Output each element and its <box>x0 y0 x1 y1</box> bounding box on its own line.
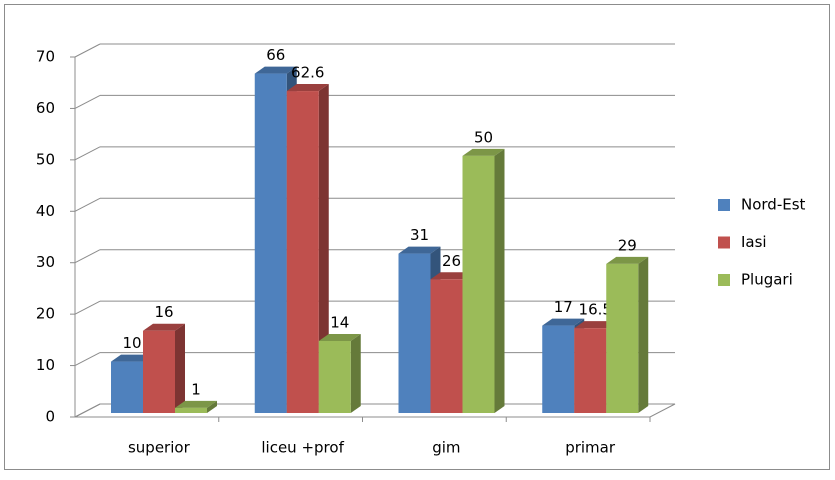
bar <box>430 279 463 413</box>
grid-slant <box>74 249 101 264</box>
grid-slant <box>74 300 101 315</box>
legend-label: Nord-Est <box>741 196 806 214</box>
bar <box>111 361 143 413</box>
grid-slant <box>74 352 101 367</box>
bar <box>175 407 207 413</box>
bar-top <box>542 318 585 326</box>
bar-top <box>574 321 617 329</box>
bar-side <box>494 148 505 413</box>
bar-side <box>350 334 361 413</box>
y-tick-label: 60 <box>36 99 55 117</box>
bar <box>606 263 639 413</box>
grid-slant <box>74 403 101 418</box>
y-tick-label: 40 <box>36 202 55 220</box>
bar <box>462 155 495 413</box>
bar-top <box>462 148 505 156</box>
bar-top <box>606 256 649 264</box>
bar <box>254 73 287 414</box>
grid-slant <box>74 43 101 58</box>
bar <box>398 253 431 413</box>
y-tick-label: 70 <box>36 48 55 66</box>
x-tick-label: primar <box>565 439 616 457</box>
y-tick-label: 20 <box>36 305 55 323</box>
value-label: 16 <box>154 303 173 321</box>
y-tick-label: 10 <box>36 356 55 374</box>
bar <box>143 330 175 413</box>
bar <box>318 341 351 413</box>
grid-slant <box>74 94 101 109</box>
x-tick-label: gim <box>432 439 460 457</box>
bar-top <box>430 272 473 280</box>
bar <box>574 328 607 413</box>
bar-side <box>318 84 329 414</box>
grid-slant <box>74 197 101 212</box>
value-label: 31 <box>410 226 429 244</box>
bar-side <box>638 256 649 413</box>
value-label: 10 <box>122 334 141 352</box>
bar-side <box>207 400 217 413</box>
legend-swatch <box>718 274 730 286</box>
bar-top <box>398 246 441 254</box>
y-tick-label: 50 <box>36 150 55 168</box>
value-label: 17 <box>554 298 573 316</box>
grid-slant <box>74 146 101 161</box>
value-label: 26 <box>442 252 461 270</box>
value-label: 16.5 <box>579 301 612 319</box>
bar-top <box>143 323 185 331</box>
value-label: 66 <box>266 46 285 64</box>
bar-top <box>254 66 297 74</box>
bar-top <box>175 400 217 408</box>
legend-swatch <box>718 199 730 211</box>
y-tick-label: 30 <box>36 253 55 271</box>
bar <box>286 91 319 414</box>
legend-label: Iasi <box>741 233 767 251</box>
legend-swatch <box>718 236 730 249</box>
x-tick-label: superior <box>128 439 191 457</box>
value-label: 1 <box>191 380 201 398</box>
y-tick-label: 0 <box>45 408 55 426</box>
bar-top <box>318 334 361 341</box>
value-label: 29 <box>618 236 637 254</box>
value-label: 14 <box>330 314 349 332</box>
bar-top <box>111 354 153 362</box>
bar <box>542 325 575 413</box>
value-label: 50 <box>474 128 493 146</box>
bar-top <box>286 84 329 92</box>
x-tick-label: liceu +prof <box>261 439 344 457</box>
bar-side <box>175 323 185 413</box>
legend-label: Plugari <box>741 271 793 289</box>
value-label: 62.6 <box>291 64 324 82</box>
